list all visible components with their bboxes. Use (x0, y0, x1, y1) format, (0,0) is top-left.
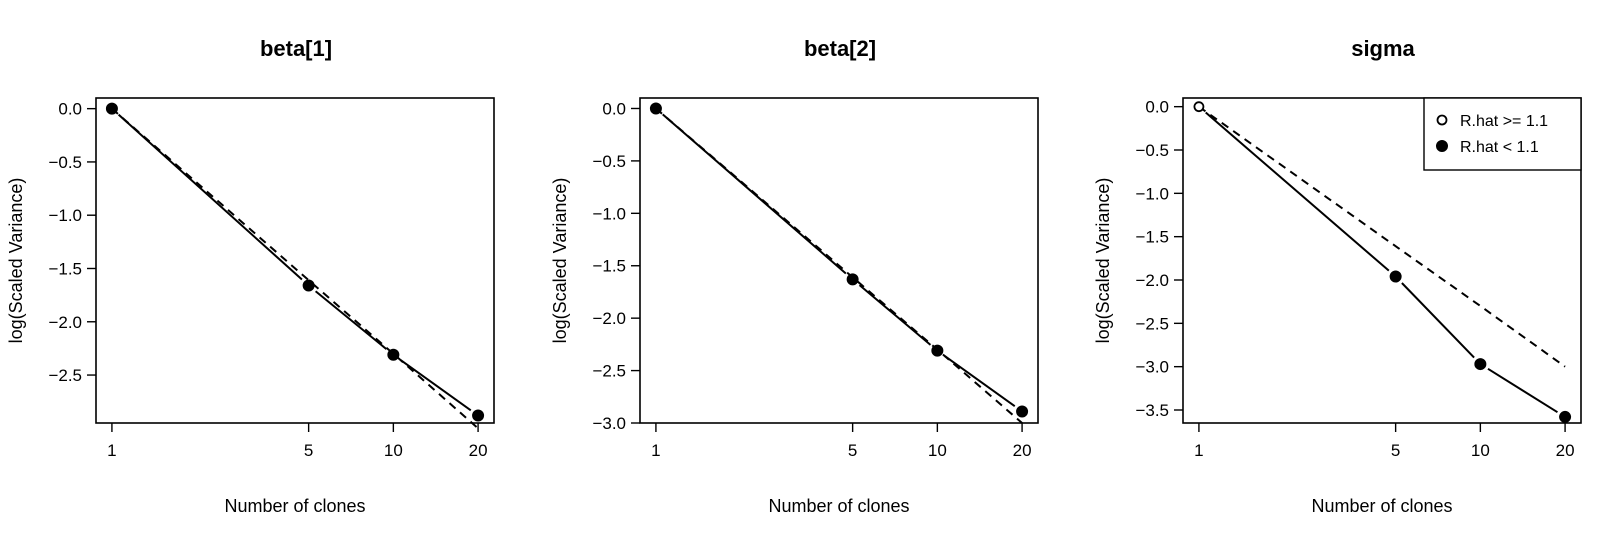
data-point-filled (387, 348, 400, 361)
y-tick-label: −1.5 (1135, 228, 1169, 247)
chart-title: beta[1] (260, 36, 332, 61)
y-tick-label: −1.0 (592, 204, 626, 223)
y-tick-label: −1.0 (48, 206, 82, 225)
plot-frame (1182, 97, 1582, 424)
series-line-segment (1401, 282, 1475, 359)
data-point-filled (846, 273, 859, 286)
y-tick-label: −0.5 (592, 152, 626, 171)
y-tick-label: −1.5 (592, 257, 626, 276)
plot-frame (95, 97, 495, 424)
y-axis-label: log(Scaled Variance) (6, 178, 26, 344)
data-point-filled (1474, 358, 1487, 371)
y-tick-label: −1.0 (1135, 184, 1169, 203)
series-line-segment (117, 113, 303, 281)
legend: R.hat >= 1.1 R.hat < 1.1 (1423, 97, 1582, 171)
data-point-filled (302, 279, 315, 292)
data-point-filled (1016, 405, 1029, 418)
legend-open-circle-icon (1436, 114, 1448, 126)
y-axis-label: log(Scaled Variance) (550, 178, 570, 344)
y-tick-label: −0.5 (1135, 141, 1169, 160)
data-point-filled (105, 102, 118, 115)
x-axis-label: Number of clones (224, 496, 365, 516)
y-tick-label: −1.5 (48, 259, 82, 278)
x-axis-label: Number of clones (768, 496, 909, 516)
y-tick-label: 0.0 (602, 99, 626, 118)
y-tick-label: 0.0 (1145, 98, 1169, 117)
series-line-segment (1205, 111, 1390, 272)
x-axis-label: Number of clones (1311, 496, 1452, 516)
series-line-segment (314, 290, 388, 350)
y-tick-label: −0.5 (48, 153, 82, 172)
data-point-filled (1389, 270, 1402, 283)
y-axis-label: log(Scaled Variance) (1093, 178, 1113, 344)
y-tick-label: −2.0 (48, 313, 82, 332)
y-tick-label: −2.0 (1135, 271, 1169, 290)
x-tick-label: 10 (1471, 441, 1490, 460)
y-tick-label: −2.5 (592, 362, 626, 381)
x-tick-label: 5 (1391, 441, 1400, 460)
series-line-segment (400, 359, 472, 412)
data-point-filled (931, 344, 944, 357)
x-tick-label: 1 (107, 441, 116, 460)
y-tick-label: −2.0 (592, 309, 626, 328)
x-tick-label: 20 (469, 441, 488, 460)
y-tick-label: −3.5 (1135, 401, 1169, 420)
series-line-segment (944, 355, 1016, 408)
x-tick-label: 20 (1013, 441, 1032, 460)
chart-panel-3: sigma 0.0 −0.5 −1.0 −1.5 −2.0 −2.5 −3.0 −3.5 1 5 10… (1093, 36, 1582, 516)
series-line-segment (1487, 367, 1558, 414)
y-tick-label: −2.5 (48, 366, 82, 385)
series-line-segment (858, 284, 932, 346)
data-point-filled (649, 102, 662, 115)
x-tick-label: 1 (651, 441, 660, 460)
chart-panel-1: beta[1] 0.0 −0.5 −1.0 −1.5 −2.0 −2.5 1 5 10 20 Numb… (6, 36, 495, 516)
chart-title: sigma (1351, 36, 1415, 61)
legend-filled-circle-icon (1436, 140, 1448, 152)
x-tick-label: 10 (384, 441, 403, 460)
x-tick-label: 10 (928, 441, 947, 460)
x-tick-label: 5 (848, 441, 857, 460)
legend-entry-label: R.hat >= 1.1 (1460, 113, 1548, 130)
plot-frame (639, 97, 1039, 424)
data-point-filled (472, 409, 485, 422)
y-tick-label: −3.0 (592, 414, 626, 433)
x-tick-label: 5 (304, 441, 313, 460)
chart-panel-2: beta[2] 0.0 −0.5 −1.0 −1.5 −2.0 −2.5 −3.0 1 5 10 20… (550, 36, 1039, 516)
y-tick-label: −2.5 (1135, 314, 1169, 333)
series-line-segment (662, 113, 847, 275)
legend-box (1423, 97, 1582, 171)
reference-line-dashed (111, 107, 479, 430)
x-tick-label: 20 (1556, 441, 1575, 460)
data-point-open (1193, 101, 1205, 113)
chart-title: beta[2] (804, 36, 876, 61)
x-tick-label: 1 (1194, 441, 1203, 460)
legend-entry-label: R.hat < 1.1 (1460, 139, 1539, 156)
data-point-filled (1559, 410, 1572, 423)
y-tick-label: −3.0 (1135, 358, 1169, 377)
y-tick-label: 0.0 (58, 100, 82, 119)
reference-line-dashed (1198, 105, 1566, 368)
